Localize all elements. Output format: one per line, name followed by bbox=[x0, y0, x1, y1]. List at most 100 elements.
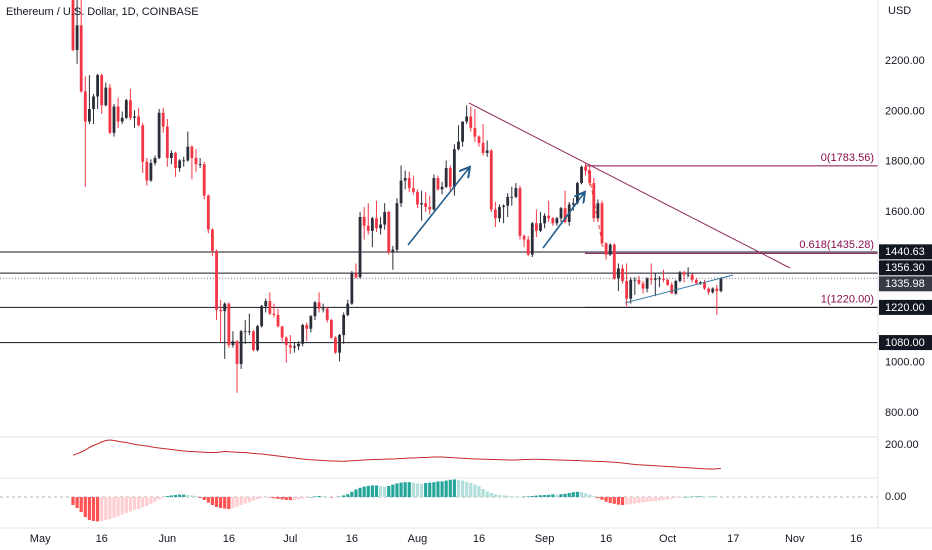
candle-body bbox=[674, 281, 678, 294]
histogram-bar bbox=[145, 497, 149, 506]
candle-body bbox=[186, 146, 190, 161]
histogram-bar bbox=[608, 497, 612, 503]
histogram-bar bbox=[309, 497, 313, 498]
histogram-bar bbox=[612, 497, 616, 504]
candle-body bbox=[227, 303, 231, 346]
histogram-bar bbox=[444, 480, 448, 497]
candle-body bbox=[75, 25, 79, 50]
histogram-bar bbox=[231, 497, 235, 508]
candle-body bbox=[719, 278, 723, 292]
x-tick-label: 16 bbox=[600, 533, 612, 545]
histogram-bar bbox=[165, 496, 169, 497]
histogram-bar bbox=[321, 496, 325, 497]
histogram-bar bbox=[317, 496, 321, 497]
candle-body bbox=[543, 215, 546, 224]
histogram-bar bbox=[452, 479, 456, 497]
histogram-bar bbox=[128, 497, 133, 512]
histogram-bar bbox=[465, 481, 469, 497]
candle-body bbox=[293, 346, 296, 348]
level-label: 1080.00 bbox=[885, 337, 925, 349]
candle-body bbox=[325, 308, 329, 320]
candle-body bbox=[625, 281, 629, 299]
histogram-bar bbox=[592, 496, 596, 497]
histogram-bar bbox=[551, 494, 555, 497]
histogram-bar bbox=[219, 497, 223, 508]
x-tick-label: Jul bbox=[283, 533, 297, 545]
candle-body bbox=[469, 116, 473, 128]
histogram-bar bbox=[153, 497, 157, 502]
histogram-bar bbox=[579, 492, 584, 497]
candle-body bbox=[649, 278, 653, 280]
candle-body bbox=[670, 284, 674, 294]
candle-body bbox=[457, 141, 460, 150]
candle-body bbox=[580, 166, 583, 184]
histogram-bar bbox=[411, 482, 415, 497]
histogram-bar bbox=[633, 497, 637, 504]
histogram-bar bbox=[419, 483, 424, 497]
fib-link bbox=[587, 169, 604, 248]
candle-body bbox=[370, 218, 374, 231]
histogram-bar bbox=[571, 492, 575, 497]
y-tick-label: 1600.00 bbox=[885, 206, 925, 218]
histogram-bar bbox=[600, 497, 604, 500]
histogram-bar bbox=[497, 495, 502, 497]
candle-body bbox=[321, 308, 325, 310]
x-tick-label: Sep bbox=[535, 533, 555, 545]
candle-body bbox=[694, 279, 698, 284]
candle-body bbox=[264, 301, 268, 307]
candle-body bbox=[309, 316, 313, 329]
histogram-bar bbox=[141, 497, 145, 508]
candle-body bbox=[645, 278, 649, 289]
candle-body bbox=[92, 96, 95, 109]
histogram-bar bbox=[116, 497, 120, 517]
candle-body bbox=[411, 188, 415, 192]
histogram-bar bbox=[698, 496, 703, 497]
fib-label: 1(1220.00) bbox=[821, 293, 874, 305]
histogram-bar bbox=[350, 491, 354, 497]
candle-body bbox=[608, 244, 612, 255]
histogram-bar bbox=[481, 489, 485, 497]
histogram-bar bbox=[329, 497, 333, 498]
histogram-bar bbox=[206, 497, 210, 503]
currency-label: USD bbox=[888, 5, 911, 17]
candle-body bbox=[338, 335, 341, 353]
histogram-bar bbox=[370, 485, 374, 497]
histogram-bar bbox=[567, 493, 571, 497]
histogram-bar bbox=[485, 491, 489, 497]
histogram-bar bbox=[395, 483, 399, 497]
arrow bbox=[542, 193, 584, 249]
candle-body bbox=[354, 273, 358, 278]
histogram-bar bbox=[325, 497, 329, 498]
x-tick-label: 17 bbox=[727, 533, 739, 545]
candle-body bbox=[329, 319, 333, 338]
candle-body bbox=[420, 203, 423, 205]
candle-body bbox=[366, 225, 370, 231]
candle-body bbox=[489, 150, 493, 210]
histogram-bar bbox=[96, 497, 100, 522]
level-label-box bbox=[879, 260, 932, 276]
histogram-bar bbox=[346, 494, 350, 497]
candle-body bbox=[223, 303, 227, 312]
histogram-bar bbox=[534, 495, 538, 497]
x-tick-label: Aug bbox=[408, 533, 428, 545]
candle-body bbox=[288, 345, 292, 348]
candle-body bbox=[375, 218, 378, 229]
histogram-bar bbox=[280, 497, 284, 500]
candle-body bbox=[666, 279, 670, 285]
x-tick-label: Nov bbox=[785, 533, 805, 545]
histogram-bar bbox=[424, 483, 428, 497]
histogram-bar bbox=[383, 487, 387, 497]
candle-body bbox=[506, 196, 510, 206]
candle-body bbox=[178, 160, 182, 169]
drawings bbox=[407, 102, 791, 304]
x-tick-label: 16 bbox=[96, 533, 108, 545]
candle-body bbox=[112, 106, 116, 133]
axis-layer: May 16 Jun 16 Jul 16 Aug 16 Sep 16 Oct 17 Nov 16 800.0… bbox=[30, 55, 932, 545]
histogram-bar bbox=[563, 493, 567, 497]
x-tick-label: Jun bbox=[158, 533, 176, 545]
candle-body bbox=[116, 106, 120, 122]
candle-body bbox=[686, 274, 690, 276]
candle-body bbox=[448, 168, 452, 187]
candle-body bbox=[96, 75, 100, 97]
last-price-label-box bbox=[879, 276, 932, 292]
